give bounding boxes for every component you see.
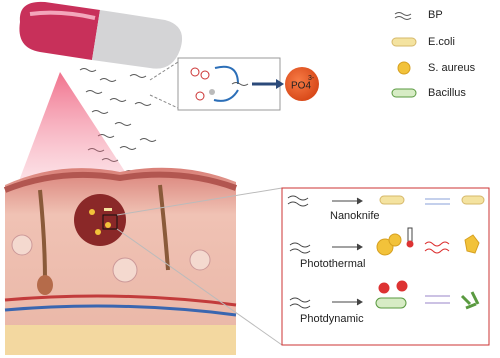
skin-block bbox=[3, 167, 238, 355]
infection-site bbox=[74, 194, 126, 246]
mechanism-icons bbox=[287, 195, 485, 310]
oxidation-icon bbox=[190, 65, 284, 102]
mechanism-label: Photdynamic bbox=[300, 313, 364, 325]
mechanism-label: Photothermal bbox=[300, 258, 365, 270]
po4-formula: PO4 bbox=[291, 81, 311, 92]
legend-label: S. aureus bbox=[428, 62, 476, 74]
inset-pointer bbox=[149, 61, 179, 109]
mechanism-label: Nanoknife bbox=[330, 210, 380, 222]
po4-charge: 3- bbox=[308, 75, 315, 82]
po4-ion bbox=[285, 67, 319, 101]
zoom-pointer bbox=[116, 187, 283, 346]
legend-label: Bacillus bbox=[428, 87, 466, 99]
capsule bbox=[19, 1, 183, 69]
mechanism-panel bbox=[281, 187, 490, 346]
legend-label: E.coli bbox=[428, 36, 455, 48]
legend-icons bbox=[391, 12, 417, 98]
legend-label: BP bbox=[428, 9, 443, 21]
